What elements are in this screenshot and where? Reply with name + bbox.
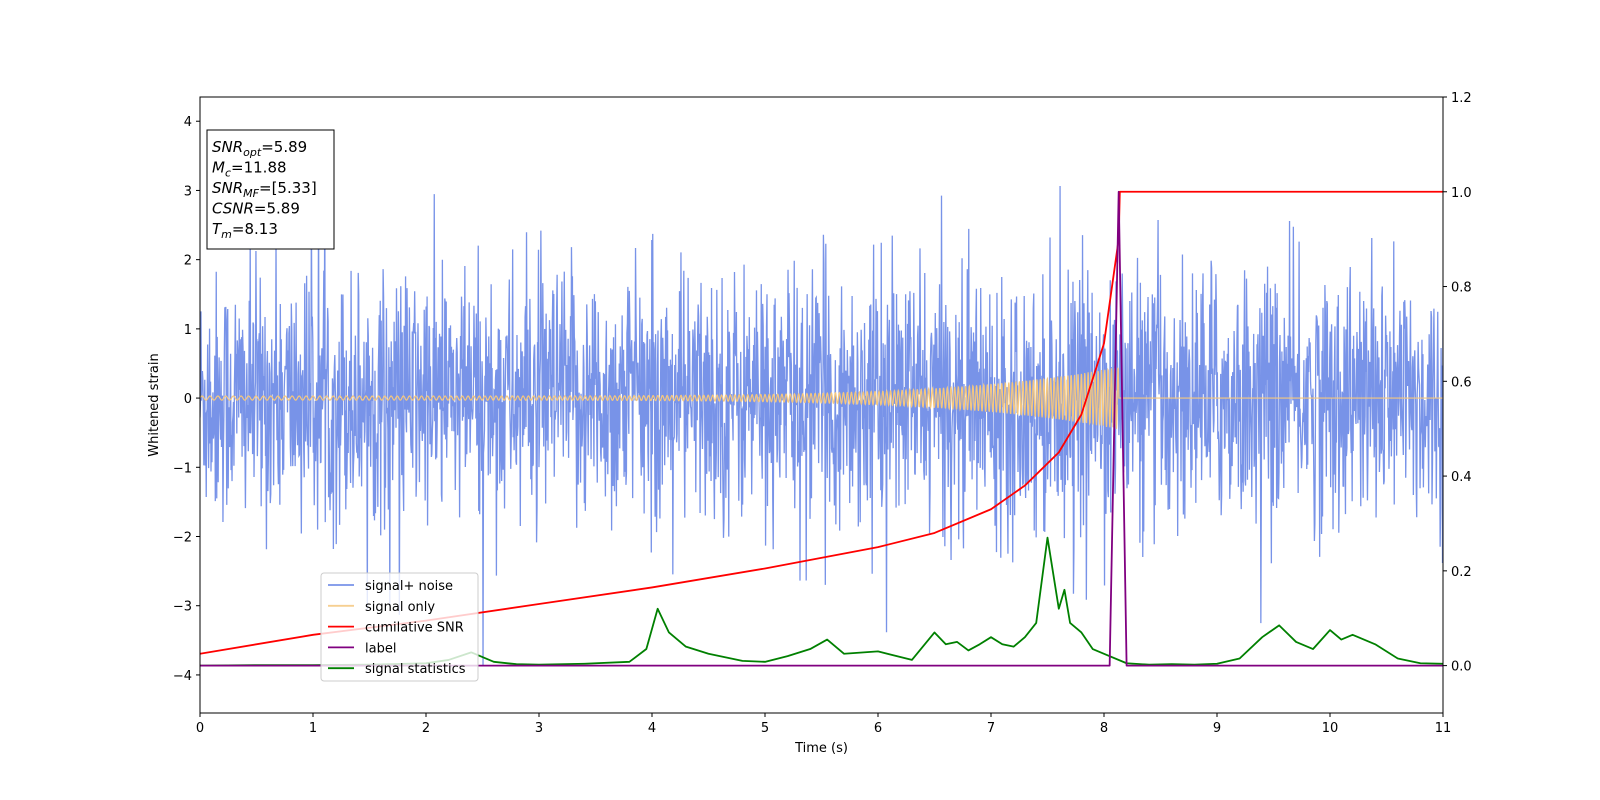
x-tick-label: 11	[1435, 721, 1452, 736]
info-line: CSNR=5.89	[212, 200, 300, 218]
y-tick-label: −3	[173, 600, 192, 615]
x-tick-label: 4	[648, 721, 656, 736]
y2-tick-label: 0.0	[1451, 660, 1472, 675]
x-tick-label: 2	[422, 721, 430, 736]
legend: signal+ noise signal only cumilative SNR la…	[320, 572, 479, 682]
y2-tick-label: 0.2	[1451, 565, 1472, 580]
x-axis-label: Time (s)	[794, 741, 848, 756]
legend-entry-label: label	[365, 641, 396, 656]
y-tick-label: 1	[184, 323, 192, 338]
y2-tick-label: 1.0	[1451, 186, 1472, 201]
legend-entry-label: signal statistics	[365, 662, 466, 677]
y-tick-label: 3	[184, 184, 192, 199]
legend-frame	[320, 572, 479, 682]
info-box-frame	[206, 129, 335, 250]
y-axis-label: Whitened strain	[147, 353, 162, 456]
series-signal-statistics-line	[200, 536, 1443, 667]
y2-tick-label: 0.4	[1451, 470, 1472, 485]
x-tick-label: 7	[987, 721, 995, 736]
legend-entry-label: signal+ noise	[365, 579, 453, 594]
info-line: SNRMF=[5.33]	[212, 179, 317, 200]
plot-area	[200, 160, 1443, 667]
plot-frame	[199, 96, 1444, 714]
x-tick-label: 0	[196, 721, 204, 736]
y-axis-right: 0.0 0.2 0.4 0.6 0.8 1.0 1.2	[1443, 91, 1472, 675]
legend-entry-label: cumilative SNR	[365, 621, 464, 636]
x-tick-label: 10	[1322, 721, 1339, 736]
series-signal-only-line	[200, 367, 1443, 429]
y2-tick-label: 1.2	[1451, 91, 1472, 106]
y-axis-left: −4 −3 −2 −1 0 1 2 3 4	[173, 115, 200, 684]
y2-tick-label: 0.8	[1451, 281, 1472, 296]
y-tick-label: 4	[184, 115, 192, 130]
y-tick-label: −1	[173, 461, 192, 476]
x-axis: 0 1 2 3 4 5 6 7 8 9 10 11	[196, 713, 1451, 736]
x-tick-label: 5	[761, 721, 769, 736]
info-line: Mc=11.88	[212, 159, 287, 180]
x-tick-label: 1	[309, 721, 317, 736]
x-tick-label: 6	[874, 721, 882, 736]
y-tick-label: −2	[173, 531, 192, 546]
y-tick-label: −4	[173, 669, 192, 684]
series-signal-plus-noise-line	[200, 160, 1443, 667]
series-cumilative-snr-line	[200, 190, 1443, 655]
info-annotation-box: SNRopt=5.89Mc=11.88SNRMF=[5.33]CSNR=5.89…	[206, 129, 335, 250]
x-tick-label: 8	[1100, 721, 1108, 736]
legend-entry-label: signal only	[365, 600, 435, 615]
y2-tick-label: 0.6	[1451, 375, 1472, 390]
y-tick-label: 2	[184, 254, 192, 269]
x-tick-label: 9	[1213, 721, 1221, 736]
series-label-line	[200, 190, 1443, 667]
x-tick-label: 3	[535, 721, 543, 736]
info-line: Tm=8.13	[212, 220, 278, 241]
y-tick-label: 0	[184, 392, 192, 407]
info-line: SNRopt=5.89	[212, 138, 307, 159]
